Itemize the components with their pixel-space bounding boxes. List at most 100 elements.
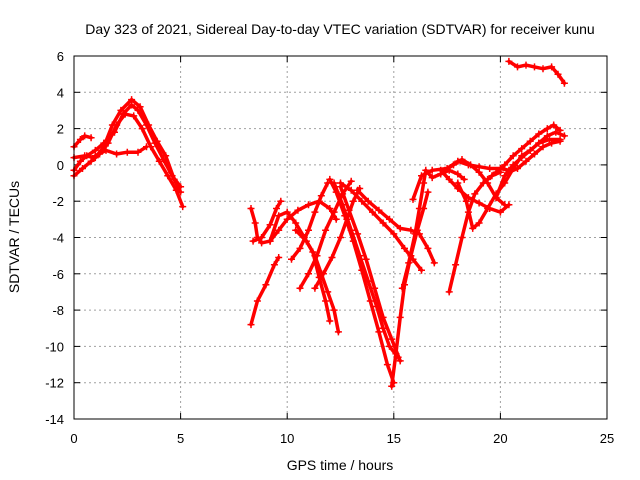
data-track-line	[72, 103, 183, 189]
data-point-marker	[401, 244, 408, 252]
data-point-marker	[322, 226, 330, 234]
data-tracks	[70, 57, 568, 390]
data-point-marker	[249, 237, 257, 245]
data-point-marker	[437, 166, 445, 174]
data-point-marker	[358, 197, 366, 205]
plot-frame	[73, 55, 608, 420]
data-point-marker	[349, 197, 357, 205]
data-series-track-22	[445, 168, 504, 296]
data-point-marker	[76, 136, 84, 143]
data-series-track-09	[266, 208, 334, 325]
data-series-track-25	[454, 136, 564, 232]
data-point-marker	[543, 125, 551, 133]
data-point-marker	[324, 288, 332, 296]
data-point-marker	[337, 179, 344, 187]
data-point-marker	[411, 230, 419, 238]
data-point-marker	[366, 297, 374, 305]
data-point-marker	[273, 205, 280, 212]
data-point-marker	[311, 252, 319, 260]
data-point-marker	[420, 179, 428, 187]
x-tick-label: 15	[387, 431, 401, 446]
data-point-marker	[258, 234, 266, 241]
data-point-marker	[179, 203, 187, 211]
data-point-marker	[484, 175, 492, 183]
data-point-marker	[305, 226, 312, 234]
data-point-marker	[326, 317, 334, 325]
data-point-marker	[379, 313, 387, 321]
data-series-track-13	[292, 226, 342, 336]
data-point-marker	[326, 205, 334, 212]
y-tick-label: -14	[45, 412, 64, 427]
y-tick-label: -10	[45, 339, 64, 354]
y-tick-label: -8	[52, 303, 64, 318]
data-track-line	[328, 177, 396, 385]
data-point-marker	[554, 70, 562, 78]
data-point-marker	[332, 215, 340, 223]
data-point-marker	[454, 170, 462, 178]
data-point-marker	[121, 110, 129, 118]
data-point-marker	[492, 194, 500, 202]
data-point-marker	[76, 157, 84, 165]
data-point-marker	[458, 234, 466, 241]
data-track-line	[289, 181, 330, 262]
data-point-marker	[91, 152, 99, 160]
data-point-marker	[509, 161, 517, 169]
data-point-marker	[322, 297, 330, 305]
data-point-marker	[428, 174, 436, 182]
x-tick-label: 10	[280, 431, 294, 446]
data-point-marker	[364, 197, 372, 205]
data-point-marker	[496, 208, 504, 216]
data-point-marker	[172, 186, 180, 194]
data-point-marker	[277, 197, 285, 205]
data-point-marker	[526, 137, 534, 145]
data-point-marker	[334, 328, 342, 336]
data-point-marker	[415, 205, 423, 212]
data-point-marker	[375, 328, 383, 336]
data-point-marker	[462, 197, 470, 205]
data-point-marker	[548, 139, 556, 147]
data-track-line	[456, 137, 562, 231]
data-point-marker	[386, 215, 393, 223]
data-point-marker	[339, 201, 347, 209]
data-point-marker	[386, 342, 393, 350]
data-point-marker	[164, 172, 172, 180]
data-point-marker	[128, 96, 136, 104]
data-point-marker	[354, 186, 362, 194]
data-point-marker	[522, 157, 530, 165]
data-point-marker	[292, 219, 300, 227]
data-point-marker	[398, 284, 406, 292]
chart-title: Day 323 of 2021, Sidereal Day-to-day VTE…	[85, 21, 594, 37]
data-point-marker	[283, 215, 291, 223]
data-point-marker	[302, 237, 310, 245]
data-point-marker	[539, 65, 547, 73]
x-tick-label: 25	[600, 431, 614, 446]
data-point-marker	[136, 103, 144, 111]
data-point-marker	[445, 175, 453, 183]
data-point-marker	[296, 244, 304, 252]
data-point-marker	[535, 130, 543, 138]
data-point-marker	[486, 165, 494, 172]
data-point-marker	[270, 261, 278, 269]
data-series-track-19	[388, 188, 432, 390]
data-point-marker	[548, 63, 556, 71]
data-point-marker	[337, 234, 344, 241]
data-point-marker	[424, 188, 432, 196]
data-point-marker	[552, 128, 560, 136]
data-point-marker	[375, 206, 383, 214]
data-point-marker	[430, 259, 438, 267]
data-point-marker	[247, 205, 255, 212]
data-track-line	[485, 123, 562, 182]
data-point-marker	[514, 165, 521, 172]
data-point-marker	[445, 288, 453, 296]
data-point-marker	[369, 208, 376, 216]
data-series-track-08	[247, 254, 283, 329]
data-point-marker	[396, 224, 404, 232]
data-point-marker	[356, 252, 364, 260]
data-point-marker	[123, 148, 131, 156]
data-point-marker	[138, 125, 146, 133]
data-point-marker	[509, 152, 517, 160]
data-point-marker	[143, 143, 150, 151]
data-point-marker	[81, 132, 89, 140]
data-point-marker	[505, 168, 513, 176]
